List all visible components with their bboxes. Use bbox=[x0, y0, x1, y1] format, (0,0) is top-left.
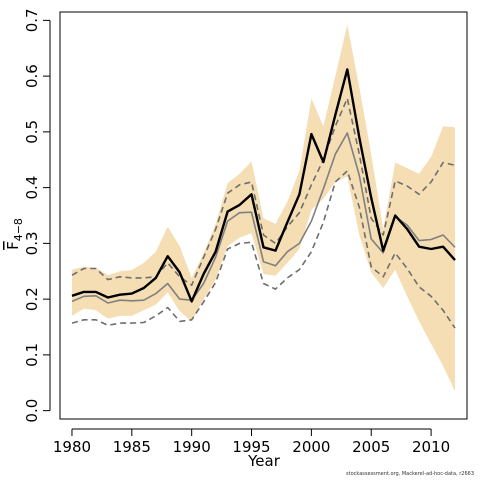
x-tick-label: 1990 bbox=[173, 438, 211, 456]
series-line-4 bbox=[71, 170, 456, 329]
y-tick-label: 0.5 bbox=[23, 120, 41, 144]
x-axis-title: Year bbox=[247, 452, 281, 470]
y-tick-label: 0.6 bbox=[23, 64, 41, 88]
y-axis-title-main: F bbox=[4, 241, 22, 250]
x-tick-label: 1980 bbox=[53, 438, 91, 456]
x-tick-label: 2010 bbox=[412, 438, 450, 456]
source-credit: stockassessment.org, Mackerel-ad-hoc-dat… bbox=[346, 471, 474, 477]
series-line-3 bbox=[71, 97, 456, 287]
y-tick-label: 0.2 bbox=[23, 287, 41, 311]
x-tick-label: 2005 bbox=[352, 438, 390, 456]
y-tick-label: 0.7 bbox=[23, 8, 41, 32]
y-tick-label: 0.3 bbox=[23, 231, 41, 255]
y-tick-label: 0.0 bbox=[23, 399, 41, 423]
x-tick-label: 1995 bbox=[232, 438, 270, 456]
plot-area bbox=[71, 24, 456, 392]
axes: 1980 1985 1990 1995 2000 2005 2010 0.0 0.1 0.2 0.3… bbox=[23, 8, 468, 456]
series-line-1 bbox=[71, 68, 456, 303]
y-axis-title: F4−8 bbox=[4, 218, 25, 250]
plot-frame bbox=[59, 11, 468, 420]
y-tick-label: 0.4 bbox=[23, 176, 41, 200]
svg-text:F4−8: F4−8 bbox=[4, 218, 25, 250]
x-tick-label: 1985 bbox=[113, 438, 151, 456]
confidence-band bbox=[72, 24, 455, 392]
y-tick-label: 0.1 bbox=[23, 343, 41, 367]
y-axis-title-sub: 4−8 bbox=[12, 218, 25, 241]
x-tick-label: 2000 bbox=[292, 438, 330, 456]
